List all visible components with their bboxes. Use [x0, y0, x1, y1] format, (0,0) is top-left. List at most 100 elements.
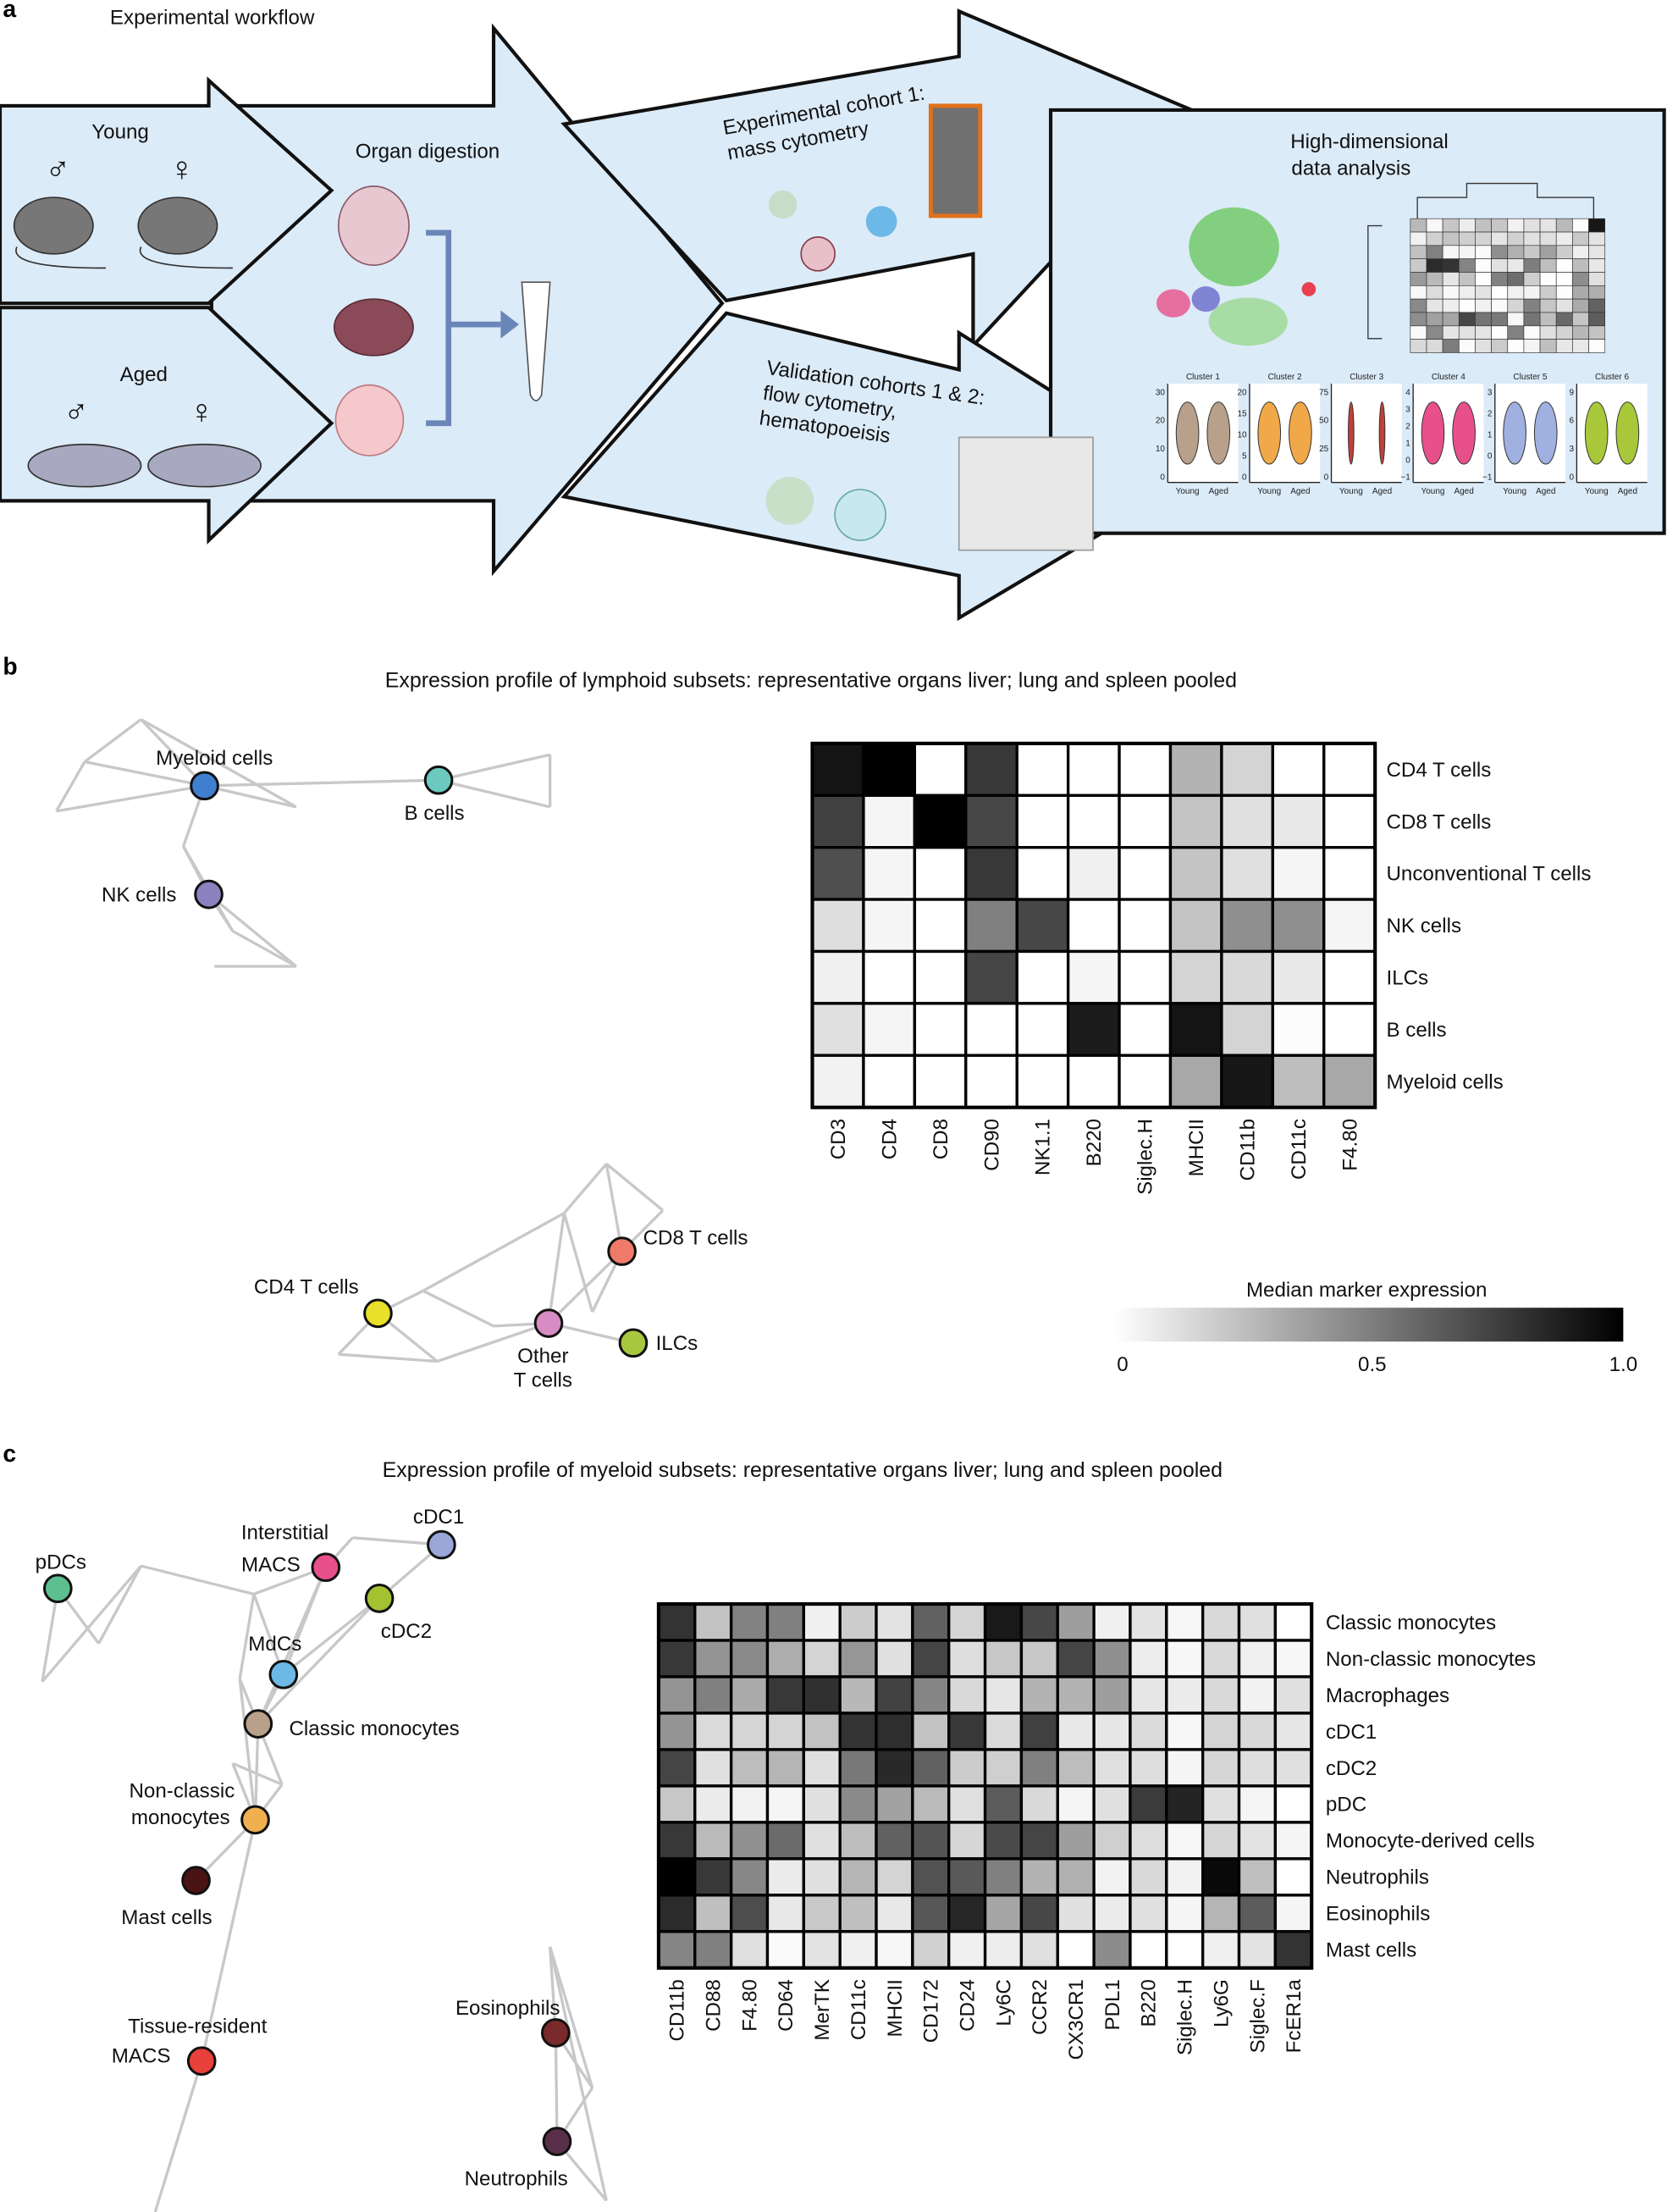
violin-shape — [1503, 401, 1526, 465]
heatmap-cell — [1168, 898, 1223, 954]
row-label: cDC1 — [1326, 1721, 1377, 1744]
network-edge — [83, 718, 142, 763]
network-edge — [140, 718, 297, 809]
thumbnail-cell — [1507, 272, 1525, 286]
violin-tick: 4 — [1405, 388, 1410, 397]
heatmap-cell — [913, 1002, 968, 1057]
network-edge — [549, 1946, 608, 2202]
heatmap-cell — [1118, 846, 1173, 901]
heatmap-cell — [1237, 1639, 1278, 1678]
heatmap-cell — [693, 1894, 733, 1933]
column-label: CD3 — [827, 1119, 850, 1159]
heatmap-cell — [911, 1675, 951, 1715]
node-label: pDCs — [36, 1551, 86, 1573]
heatmap-cell — [1092, 1784, 1132, 1824]
heatmap-cell — [810, 794, 865, 849]
heatmap-cell — [810, 949, 865, 1005]
thumbnail-cell — [1426, 325, 1443, 340]
row-label: Neutrophils — [1326, 1866, 1429, 1889]
network-edge — [338, 1352, 438, 1363]
thumbnail-cell — [1410, 272, 1427, 286]
thumbnail-cell — [1572, 339, 1589, 353]
heatmap-cell — [838, 1784, 878, 1824]
heatmap-cell — [1322, 898, 1377, 954]
violin-tick: 10 — [1237, 430, 1247, 440]
heatmap-cell — [1165, 1857, 1205, 1897]
thumbnail-cell — [1442, 285, 1460, 300]
thumbnail-cell — [1588, 258, 1606, 273]
thumbnail-cell — [1507, 245, 1525, 260]
heatmap-cell — [875, 1894, 914, 1933]
heatmap-cell — [1015, 1053, 1070, 1109]
flow-cytometer-icon — [958, 436, 1094, 551]
row-label: Non-classic monocytes — [1326, 1648, 1536, 1671]
heatmap-cell — [1201, 1675, 1241, 1715]
row-label: Eosinophils — [1326, 1903, 1430, 1926]
thumbnail-cell — [1475, 231, 1492, 246]
violin-x-label: Young — [1176, 487, 1200, 496]
heatmap-cell — [875, 1784, 914, 1824]
thumbnail-cell — [1475, 298, 1492, 313]
heatmap-cell — [1220, 846, 1274, 901]
heatmap-cell — [1201, 1639, 1241, 1678]
thumbnail-cell — [1588, 325, 1606, 340]
heatmap-cell — [810, 1002, 865, 1057]
violin-tick: 2 — [1488, 409, 1493, 418]
liver-icon — [333, 298, 414, 357]
heatmap-cell — [911, 1639, 951, 1678]
thumbnail-cell — [1426, 312, 1443, 327]
column-label: Siglec.H — [1134, 1119, 1157, 1195]
young-mouse-icons — [13, 196, 233, 269]
organ-icons — [333, 185, 551, 456]
heatmap-cell — [1220, 742, 1274, 797]
thumbnail-cell — [1572, 218, 1589, 233]
network-edge — [438, 778, 551, 809]
heatmap-cell — [802, 1639, 842, 1678]
thumbnail-cell — [1555, 339, 1573, 353]
network-edge — [200, 1819, 257, 2062]
cell-icon — [834, 489, 886, 541]
row-label: CD8 T cells — [1387, 810, 1492, 833]
violin-tick: 50 — [1319, 417, 1329, 426]
thumbnail-cell — [1426, 231, 1443, 246]
column-label: Ly6G — [1210, 1979, 1233, 2027]
heatmap-cell — [802, 1821, 842, 1861]
network-edge — [438, 753, 551, 782]
heatmap-cell — [964, 846, 1018, 901]
thumbnail-cell — [1572, 258, 1589, 273]
column-label: CD64 — [775, 1979, 798, 2032]
heatmap-cell — [1019, 1675, 1059, 1715]
thumbnail-cell — [1491, 298, 1509, 313]
thumbnail-cell — [1523, 272, 1541, 286]
row-label: cDC2 — [1326, 1757, 1377, 1780]
thumbnail-cell — [1491, 325, 1509, 340]
heatmap-cell — [875, 1821, 914, 1861]
column-label: CD88 — [703, 1979, 726, 2032]
thumbnail-cell — [1539, 272, 1557, 286]
panel-letter-a: a — [3, 0, 16, 22]
thumbnail-cell — [1426, 272, 1443, 286]
column-label: CD24 — [956, 1979, 979, 2032]
network-edge — [56, 784, 205, 813]
heatmap-cell — [1273, 1930, 1313, 1970]
thumbnail-cell — [1523, 218, 1541, 233]
network-edge — [562, 1213, 594, 1313]
heatmap-cell — [1019, 1857, 1059, 1897]
heatmap-cell — [1015, 794, 1070, 849]
thumbnail-cell — [1523, 245, 1541, 260]
thumbnail-cell — [1555, 272, 1573, 286]
tsne-plot — [1156, 207, 1316, 346]
thumbnail-cell — [1507, 218, 1525, 233]
column-label: MHCII — [1185, 1119, 1208, 1176]
network-node — [186, 2046, 217, 2077]
node-label: CD4 T cells — [254, 1276, 359, 1299]
thumbnail-cell — [1426, 339, 1443, 353]
network-edge — [422, 1212, 566, 1292]
heatmap-cell — [838, 1748, 878, 1788]
heatmap-cell — [1220, 949, 1274, 1005]
heatmap-cell — [1129, 1857, 1168, 1897]
heatmap-cell — [729, 1748, 770, 1788]
row-label: NK cells — [1387, 915, 1462, 937]
thumbnail-cell — [1523, 231, 1541, 246]
heatmap-cell — [1168, 949, 1223, 1005]
